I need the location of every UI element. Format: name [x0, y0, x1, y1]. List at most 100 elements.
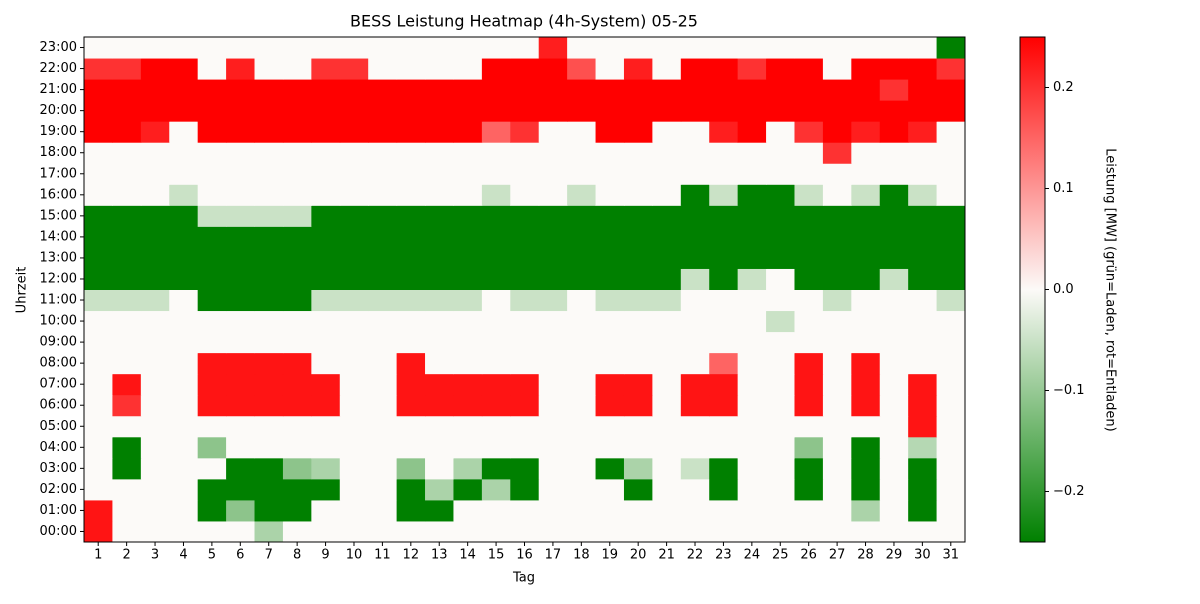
heatmap-cell — [595, 142, 625, 164]
heatmap-cell — [680, 310, 710, 333]
heatmap-cell — [368, 457, 398, 480]
heatmap-cell — [282, 100, 312, 122]
heatmap-cell — [652, 37, 682, 59]
heatmap-cell — [339, 100, 369, 122]
y-tick-label: 21:00 — [40, 82, 77, 97]
heatmap-cell — [226, 478, 256, 501]
heatmap-cell — [112, 226, 142, 248]
heatmap-cell — [368, 100, 398, 122]
heatmap-cell — [936, 520, 966, 543]
heatmap-cell — [368, 184, 398, 206]
heatmap-cell — [396, 142, 426, 164]
heatmap-cell — [453, 247, 483, 269]
heatmap-cell — [510, 121, 540, 143]
heatmap-cell — [282, 205, 312, 227]
heatmap-cell — [766, 247, 795, 269]
heatmap-cell — [851, 247, 881, 269]
heatmap-cell — [794, 79, 824, 101]
heatmap-cell — [766, 121, 795, 143]
heatmap-cell — [567, 352, 597, 375]
heatmap-cell — [254, 142, 284, 164]
heatmap-cell — [481, 247, 511, 269]
heatmap-cell — [680, 373, 710, 396]
heatmap-cell — [339, 331, 369, 354]
heatmap-cell — [567, 310, 597, 333]
heatmap-cell — [737, 436, 767, 459]
heatmap-cell — [254, 415, 284, 438]
heatmap-cell — [623, 478, 653, 501]
heatmap-cell — [140, 100, 170, 122]
heatmap-cell — [140, 247, 170, 269]
heatmap-cell — [936, 226, 966, 248]
heatmap-cell — [425, 268, 454, 290]
heatmap-cell — [453, 142, 483, 164]
heatmap-cell — [538, 520, 568, 543]
heatmap-cell — [567, 373, 597, 396]
heatmap-cell — [226, 79, 256, 101]
heatmap-cell — [652, 247, 682, 269]
x-tick-label: 23 — [715, 548, 732, 563]
heatmap-cell — [822, 205, 852, 227]
heatmap-cell — [709, 37, 739, 59]
heatmap-cell — [339, 373, 369, 396]
heatmap-cell — [652, 352, 682, 375]
heatmap-cell — [822, 310, 852, 333]
heatmap-cell — [879, 184, 909, 206]
heatmap-cell — [595, 163, 625, 185]
x-tick-label: 7 — [265, 548, 273, 563]
heatmap-cell — [169, 163, 199, 185]
heatmap-cell — [595, 121, 625, 143]
heatmap-cell — [396, 163, 426, 185]
heatmap-cell — [254, 478, 284, 501]
heatmap-cell — [481, 289, 511, 312]
heatmap-cell — [425, 436, 454, 459]
heatmap-cell — [510, 268, 540, 290]
heatmap-cell — [709, 352, 739, 375]
heatmap-cell — [226, 457, 256, 480]
heatmap-cell — [510, 457, 540, 480]
heatmap-cell — [169, 457, 199, 480]
heatmap-cell — [339, 205, 369, 227]
heatmap-cell — [595, 58, 625, 80]
heatmap-cell — [368, 436, 398, 459]
heatmap-cell — [282, 352, 312, 375]
heatmap-cell — [567, 100, 597, 122]
heatmap-cell — [197, 457, 227, 480]
x-tick-label: 1 — [94, 548, 102, 563]
heatmap-cell — [680, 394, 710, 417]
heatmap-cell — [396, 268, 426, 290]
heatmap-cell — [510, 436, 540, 459]
heatmap-cell — [197, 331, 227, 354]
heatmap-cell — [453, 478, 483, 501]
heatmap-cell — [453, 499, 483, 522]
colorbar-tick-label: 0.1 — [1053, 181, 1074, 196]
heatmap-cell — [680, 163, 710, 185]
heatmap-cell — [453, 100, 483, 122]
heatmap-cell — [510, 310, 540, 333]
heatmap-cell — [368, 331, 398, 354]
heatmap-cell — [822, 121, 852, 143]
heatmap-cell — [112, 310, 142, 333]
heatmap-cell — [453, 373, 483, 396]
heatmap-cell — [538, 436, 568, 459]
heatmap-cell — [396, 394, 426, 417]
heatmap-cell — [766, 499, 795, 522]
heatmap-cell — [851, 268, 881, 290]
heatmap-cell — [879, 268, 909, 290]
heatmap-cell — [311, 163, 341, 185]
heatmap-cell — [709, 163, 739, 185]
heatmap-cell — [538, 58, 568, 80]
heatmap-cell — [652, 310, 682, 333]
heatmap-cell — [538, 352, 568, 375]
heatmap-cell — [680, 478, 710, 501]
heatmap-cell — [197, 415, 227, 438]
heatmap-cell — [680, 352, 710, 375]
heatmap-cell — [851, 79, 881, 101]
heatmap-cell — [879, 247, 909, 269]
heatmap-cell — [879, 205, 909, 227]
heatmap-cell — [538, 184, 568, 206]
heatmap-cell — [766, 289, 795, 312]
heatmap-cell — [84, 373, 113, 396]
heatmap-cell — [680, 226, 710, 248]
heatmap-cell — [169, 289, 199, 312]
